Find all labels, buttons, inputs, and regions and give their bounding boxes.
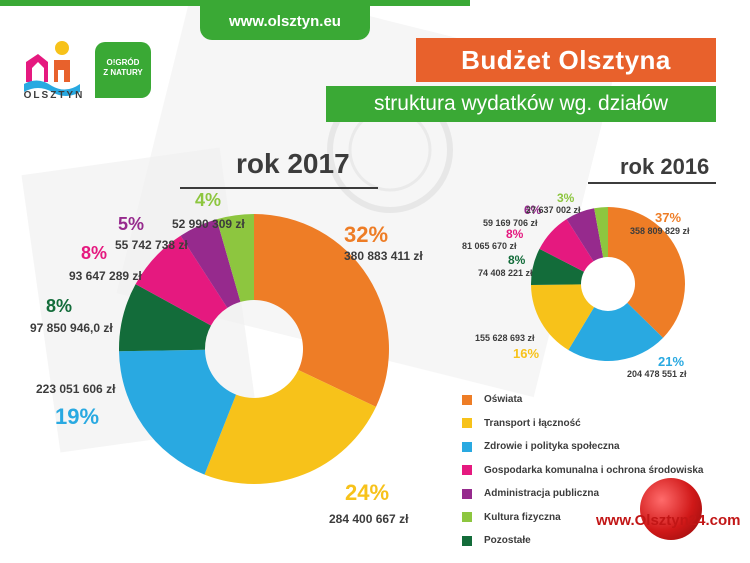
label-2017-pct-administracja: 5% — [118, 214, 145, 234]
slice-2016-kultura-fizyczna — [594, 207, 608, 258]
chart-2017-underline — [180, 187, 378, 189]
label-2016-amt-pozostale: 74 408 221 zł — [478, 268, 533, 278]
label-2017-amt-pozostale: 97 850 946,0 zł — [30, 321, 113, 335]
slice-2016-pozostale — [531, 248, 584, 285]
legend-swatch — [462, 488, 472, 499]
ogrod-badge: O!GRÓD Z NATURY — [95, 42, 151, 98]
top-accent-bar — [0, 0, 470, 6]
label-2016-amt-gospodarka: 81 065 670 zł — [462, 241, 517, 251]
slice-2017-pozostale — [119, 284, 212, 352]
slice-2017-gospodarka-komunalna-i-ochrona-srodowiska — [135, 235, 228, 326]
label-2016-pct-kultura: 3% — [557, 191, 575, 205]
label-2017-pct-pozostale: 8% — [46, 296, 73, 316]
legend-swatch — [462, 441, 472, 452]
label-2016-pct-gospodarka: 8% — [506, 227, 524, 241]
label-2016-pct-administracja: 6% — [524, 203, 542, 217]
label-2017-amt-zdrowie: 223 051 606 zł — [36, 382, 116, 396]
chart-2016-underline — [588, 182, 716, 184]
legend-label: Oświata — [484, 394, 523, 406]
page-title: Budżet Olsztyna — [416, 38, 716, 82]
label-2017-pct-zdrowie: 19% — [55, 404, 100, 429]
label-2017-pct-oswiata: 32% — [344, 222, 389, 247]
slice-2017-administracja-publiczna — [180, 219, 241, 308]
legend-item: Administracja publiczna — [462, 482, 704, 506]
slice-2017-zdrowie-i-polityka-spoleczna — [119, 349, 237, 475]
legend-item: Gospodarka komunalna i ochrona środowisk… — [462, 459, 704, 483]
legend-swatch — [462, 512, 472, 523]
legend-swatch — [462, 535, 472, 546]
legend: Oświata Transport i łączność Zdrowie i p… — [462, 388, 704, 553]
label-2017-pct-kultura: 4% — [195, 190, 222, 210]
label-2017-amt-oswiata: 380 883 411 zł — [344, 249, 423, 263]
slice-2017-transport-i-lacznosc — [204, 369, 376, 484]
site-url[interactable]: www.olsztyn.eu — [200, 6, 370, 40]
legend-swatch — [462, 394, 472, 405]
label-2017-amt-transport: 284 400 667 zł — [329, 512, 409, 526]
olsztyn24-logo-ball — [640, 478, 702, 540]
legend-label: Kultura fizyczna — [484, 511, 561, 523]
slice-2017-kultura-fizyczna — [216, 214, 254, 302]
label-2017-amt-administracja: 55 742 738 zł — [115, 238, 188, 252]
logo-label: OLSZTYN — [23, 90, 85, 101]
chart-2017-title: rok 2017 — [236, 148, 350, 179]
legend-label: Transport i łączność — [484, 417, 581, 429]
ogrod-line1: O!GRÓD — [106, 58, 140, 67]
label-2016-amt-zdrowie: 204 478 551 zł — [627, 369, 687, 379]
slice-2016-oswiata — [608, 207, 685, 338]
legend-item: Zdrowie i polityka społeczna — [462, 435, 704, 459]
legend-swatch — [462, 418, 472, 429]
legend-label: Zdrowie i polityka społeczna — [484, 441, 620, 453]
label-2017-pct-gospodarka: 8% — [81, 243, 108, 263]
label-2017-pct-transport: 24% — [345, 480, 390, 505]
label-2016-amt-kultura: 27 637 002 zł — [526, 205, 581, 215]
label-2017-amt-kultura: 52 990 309 zł — [172, 217, 245, 231]
label-2016-pct-oswiata: 37% — [655, 210, 682, 225]
slice-2016-administracja-publiczna — [566, 208, 604, 262]
ogrod-line2: Z NATURY — [103, 68, 143, 77]
label-2016-amt-oswiata: 358 809 829 zł — [630, 226, 690, 236]
legend-label: Pozostałe — [484, 535, 531, 547]
olsztyn-logo — [24, 41, 80, 96]
label-2016-amt-transport: 155 628 693 zł — [475, 333, 535, 343]
watermark-text: www.Olsztyn24.com — [596, 512, 741, 529]
legend-item: Oświata — [462, 388, 704, 412]
label-2016-amt-administracja: 59 169 706 zł — [483, 218, 538, 228]
legend-label: Gospodarka komunalna i ochrona środowisk… — [484, 464, 704, 476]
label-2016-pct-transport: 16% — [513, 346, 540, 361]
slice-2016-transport-i-lacznosc — [531, 284, 595, 351]
slice-2017-oswiata — [254, 214, 389, 407]
chart-2016-title: rok 2016 — [620, 154, 710, 179]
legend-label: Administracja publiczna — [484, 488, 600, 500]
label-2017-amt-gospodarka: 93 647 289 zł — [69, 269, 142, 283]
page-subtitle: struktura wydatków wg. działów — [326, 86, 716, 122]
slice-2016-zdrowie-i-polityka-spoleczna — [568, 302, 664, 362]
legend-swatch — [462, 465, 472, 476]
label-2016-pct-zdrowie: 21% — [658, 354, 685, 369]
slice-2016-gospodarka-komunalna-i-ochrona-srodowiska — [539, 219, 594, 272]
legend-item: Transport i łączność — [462, 412, 704, 436]
label-2016-pct-pozostale: 8% — [508, 253, 526, 267]
legend-item: Pozostałe — [462, 529, 704, 553]
legend-item: Kultura fizyczna — [462, 506, 704, 530]
